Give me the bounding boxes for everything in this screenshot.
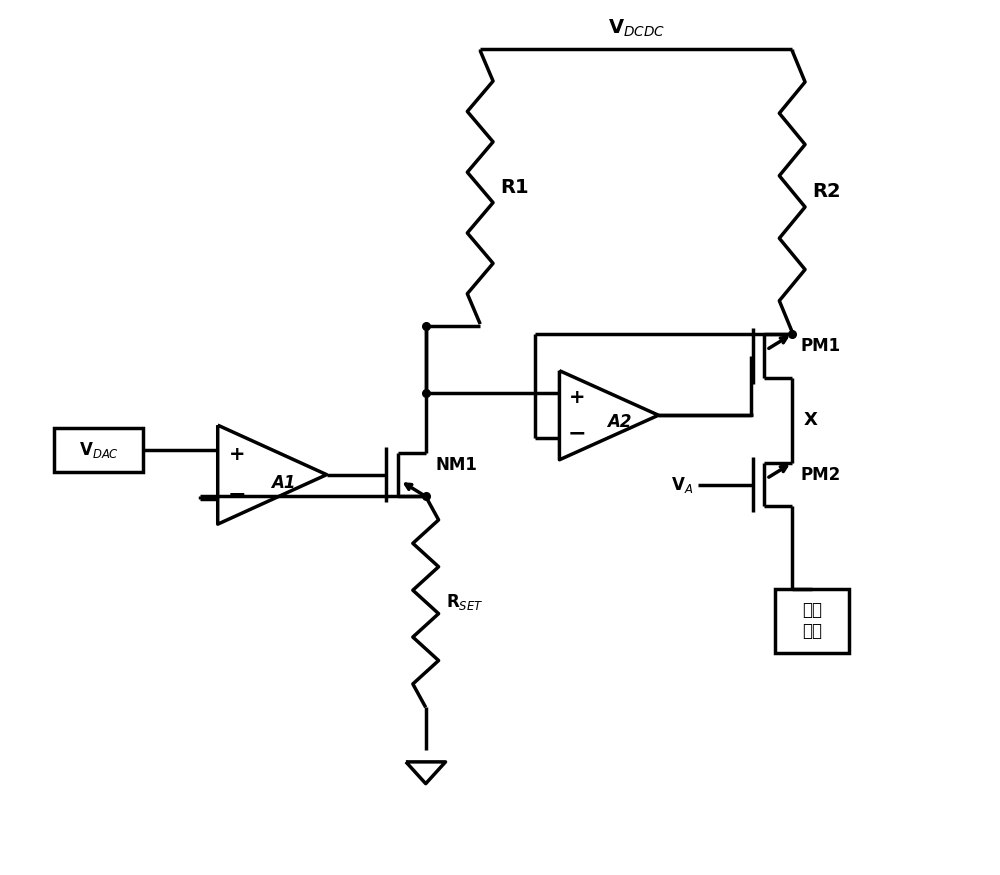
Text: V$_{DCDC}$: V$_{DCDC}$ xyxy=(608,18,665,38)
FancyBboxPatch shape xyxy=(54,428,143,473)
Text: V$_A$: V$_A$ xyxy=(671,474,693,494)
Text: A2: A2 xyxy=(607,413,631,431)
Text: PM2: PM2 xyxy=(800,466,840,484)
Text: R$_{SET}$: R$_{SET}$ xyxy=(446,592,483,612)
Text: −: − xyxy=(228,485,247,505)
Text: R1: R1 xyxy=(500,178,529,197)
Text: R2: R2 xyxy=(812,182,841,201)
Text: +: + xyxy=(569,388,586,407)
Text: X: X xyxy=(804,411,818,429)
Text: A1: A1 xyxy=(271,473,295,492)
Text: 阻性
负载: 阻性 负载 xyxy=(802,601,822,640)
FancyBboxPatch shape xyxy=(775,589,849,653)
Text: +: + xyxy=(229,445,246,465)
Text: NM1: NM1 xyxy=(436,456,477,473)
Text: PM1: PM1 xyxy=(800,337,840,355)
Text: V$_{DAC}$: V$_{DAC}$ xyxy=(79,440,119,460)
Text: −: − xyxy=(568,423,587,443)
